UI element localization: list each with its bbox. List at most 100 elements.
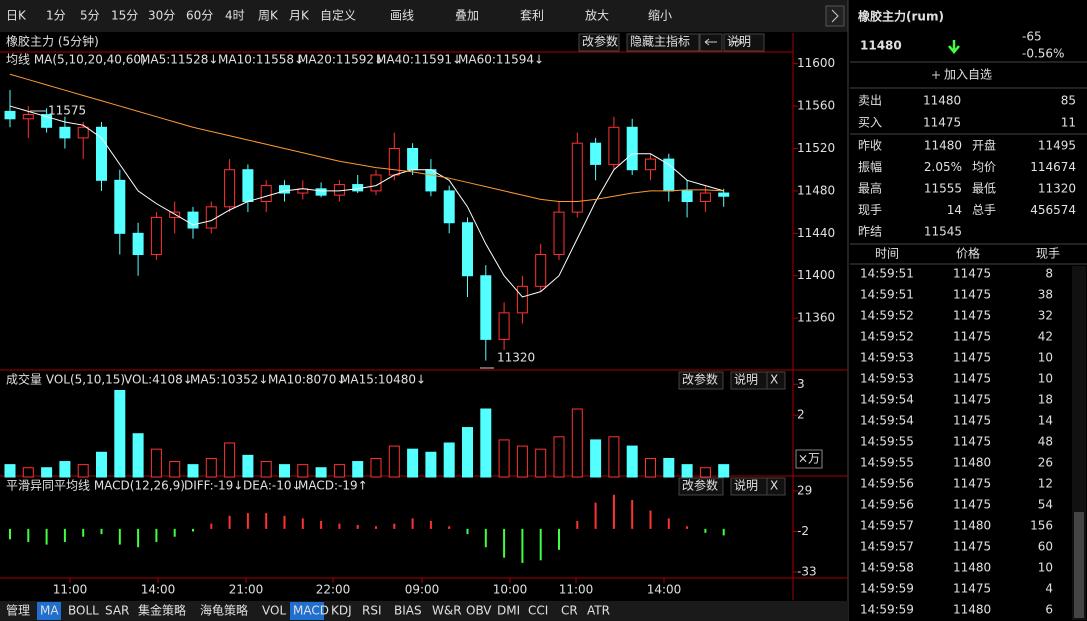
pane-button[interactable]: X [770,373,778,387]
volume-bar [425,451,437,478]
button-bg[interactable] [678,477,724,496]
stat-label: 总手 [972,203,996,217]
volume-bar [516,445,528,478]
trade-vol: 10 [1038,351,1053,365]
y-tick-label: 3 [797,377,805,391]
button-bg[interactable] [766,477,786,496]
toolbar-item[interactable]: 画线 [390,9,414,23]
add-watchlist[interactable]: 加入自选 [944,68,992,82]
toolbar-item[interactable]: 日K [6,9,27,23]
toolbar-item[interactable]: 叠加 [455,9,479,23]
trade-price: 11475 [953,351,991,365]
candle-body [315,188,327,196]
toolbar-item[interactable]: 5分 [80,9,100,23]
pane-button[interactable]: 说明 [727,34,751,49]
tab[interactable]: 管理 [6,603,30,618]
trade-time: 14:59:51 [860,288,914,302]
volume-bar [297,464,309,478]
button-bg[interactable] [766,371,786,390]
tab[interactable]: 集金策略 [138,603,186,618]
candle-body [77,126,89,139]
tab[interactable]: BIAS [394,604,422,618]
tab[interactable]: MACD [293,604,329,618]
candle-body [681,190,693,203]
ma-line [9,73,724,203]
toolbar-item[interactable]: 周K [258,9,279,23]
volume-bar [169,461,181,478]
pane-button[interactable]: 改参数 [682,478,718,493]
tab[interactable]: MA [40,604,59,618]
volume-bar [187,464,199,478]
candle-body [187,211,199,229]
vol-legend: MA10:8070↓ [268,373,346,387]
candle-body [242,169,254,203]
trade-vol: 48 [1038,435,1053,449]
volume-bar [462,427,473,478]
toolbar-item[interactable]: 4时 [225,9,245,23]
next-button[interactable] [825,5,845,27]
stat-label: 最低 [972,182,996,196]
candle-body [425,169,437,192]
tab-highlight[interactable] [290,602,324,620]
candle-body [59,126,71,139]
y-tick-label: 11400 [797,268,835,282]
trade-vol: 42 [1038,330,1053,344]
scroll-thumb[interactable] [1074,512,1084,618]
tab[interactable]: RSI [362,604,382,618]
pane-button[interactable]: 隐藏主指标 [630,34,690,49]
candle-body [590,142,602,165]
toolbar-item[interactable]: 60分 [186,9,213,23]
tab[interactable]: OBV [466,604,492,618]
candle-body [279,185,290,194]
volume-bar [242,454,254,478]
toolbar-item[interactable]: 1分 [46,9,66,23]
macd-legend: MACD:-19↑ [298,479,368,493]
tab[interactable]: CCI [528,604,548,618]
book-label: 买入 [858,116,882,130]
volume-bar [22,467,34,478]
pane-button[interactable]: 改参数 [582,34,618,49]
pane-button[interactable]: X [770,479,778,493]
pane-button[interactable]: 改参数 [682,372,718,387]
volume-bar [718,464,730,478]
pane-button[interactable]: 说明 [734,478,758,493]
button-bg[interactable] [678,371,724,390]
tab-highlight[interactable] [37,602,61,620]
trade-price: 11480 [953,456,991,470]
tab[interactable]: ATR [587,604,610,618]
trade-price: 11480 [953,561,991,575]
toolbar-item[interactable]: 缩小 [648,8,672,23]
toolbar-item[interactable]: 自定义 [320,8,356,23]
arrow-icons [704,38,743,46]
tab[interactable]: CR [561,604,578,618]
button-bg[interactable] [723,33,765,52]
trade-time: 14:59:56 [860,477,914,491]
pane-button[interactable]: 说明 [734,372,758,387]
volume-bar [663,457,675,478]
tab[interactable]: SAR [105,604,129,618]
trade-time: 14:59:52 [860,330,914,344]
candle-body [41,114,53,128]
stat-label: 振幅 [858,159,882,174]
tab[interactable]: BOLL [68,604,99,618]
tab[interactable]: KDJ [331,604,352,618]
toolbar-item[interactable]: 套利 [520,9,544,23]
trade-vol: 4 [1045,582,1053,596]
trade-vol: 8 [1045,267,1053,281]
candle-body [480,275,492,340]
button-bg[interactable] [578,33,620,52]
toolbar-item[interactable]: 月K [289,9,310,23]
tab[interactable]: 海龟策略 [200,603,248,618]
candle-body [699,192,711,203]
tab[interactable]: VOL [262,604,286,618]
button-bg[interactable] [626,33,700,52]
high-annotation: 11575 [48,104,86,118]
ma-legend: MA60:11594↓ [458,53,544,67]
tab[interactable]: W&R [432,604,462,618]
toolbar-item[interactable]: 放大 [585,8,609,23]
tab[interactable]: DMI [497,604,520,618]
toolbar-item[interactable]: 30分 [148,9,175,23]
trade-time: 14:59:55 [860,456,914,470]
toolbar-item[interactable]: 15分 [111,9,138,23]
trade-price: 11475 [953,372,991,386]
